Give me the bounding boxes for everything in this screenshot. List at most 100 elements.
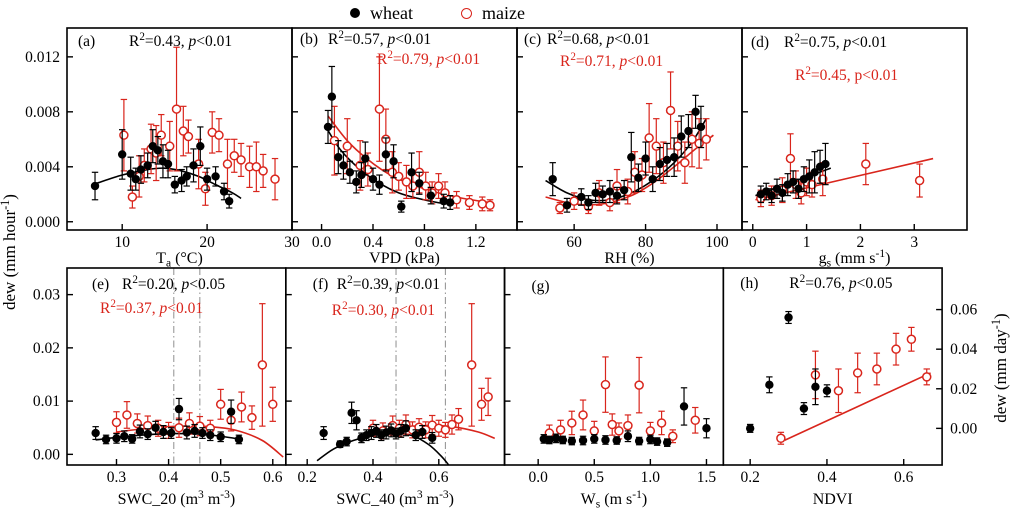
maize-point	[645, 426, 656, 436]
x-tick-label: 1.0	[641, 469, 661, 486]
wheat-point	[623, 432, 633, 441]
x-tick-label: 3	[910, 234, 918, 251]
maize-point	[891, 344, 901, 354]
wheat-point	[120, 432, 129, 441]
maize-point	[247, 412, 257, 423]
wheat-point	[112, 434, 121, 443]
series-wheat	[90, 126, 234, 209]
x-tick-label: 0.0	[312, 234, 332, 251]
fit-line-red	[784, 372, 931, 441]
maize-point	[852, 368, 863, 378]
maize-point	[914, 175, 925, 186]
wheat-point	[226, 407, 236, 416]
maize-point	[614, 426, 624, 436]
wheat-point	[669, 152, 679, 162]
maize-point	[701, 134, 712, 145]
series-wheat	[539, 387, 711, 447]
wheat-point	[101, 435, 111, 444]
wheat-point	[196, 141, 205, 151]
wheat-point	[202, 174, 212, 184]
maize-point	[807, 179, 817, 190]
y-tick-label: 0.00	[33, 446, 60, 463]
wheat-point	[319, 428, 328, 438]
right-y-tick-label: 0.04	[950, 341, 977, 358]
x-tick-label: 0.6	[894, 469, 914, 486]
wheat-point	[375, 180, 384, 189]
wheat-point	[591, 188, 600, 198]
maize-point	[634, 380, 644, 390]
wheat-point	[426, 191, 436, 200]
left-axis-label: dew (mm hour-1)	[0, 194, 19, 310]
panel-g: 0.0 0.5 1.0 1.5 Ws (m s-1) (g)	[503, 267, 725, 511]
maize-point	[183, 131, 194, 142]
series-maize	[111, 303, 278, 439]
wheat-point	[684, 126, 693, 136]
maize-point	[447, 419, 457, 430]
annotation-black: R2=0.75, p<0.01	[784, 32, 887, 51]
wheat-point	[810, 168, 819, 177]
wheat-point	[126, 169, 135, 178]
series-wheat	[91, 397, 244, 445]
wheat-point	[368, 174, 378, 184]
wheat-point	[407, 168, 416, 177]
annotation-black: (f)	[313, 276, 329, 293]
x-tick-label: 10	[114, 234, 130, 251]
maize-point	[569, 196, 579, 206]
wheat-point	[334, 152, 343, 162]
wheat-point	[605, 187, 615, 196]
y-tick-label: 0.03	[33, 287, 60, 304]
panel-border	[722, 267, 943, 466]
wheat-point	[352, 177, 361, 187]
wheat-point	[612, 436, 621, 445]
maize-point	[122, 410, 132, 420]
y-tick-label: 0.008	[25, 104, 60, 121]
x-tick-label: 80	[638, 234, 654, 251]
wheat-point	[794, 184, 803, 193]
wheat-point	[389, 157, 398, 166]
wheat-point	[117, 150, 127, 159]
maize-point	[119, 130, 129, 140]
x-axis-title: Ws (m s-1)	[581, 489, 648, 511]
x-tick-label: 0.2	[740, 469, 759, 486]
maize-point	[374, 104, 385, 114]
x-axis-title: SWC_40 (m3 m-3)	[336, 489, 454, 508]
x-tick-label: 0.2	[297, 469, 316, 486]
maize-marker-icon	[460, 7, 472, 19]
wheat-point	[153, 146, 163, 155]
x-tick-label: 0.5	[585, 469, 605, 486]
wheat-point	[211, 172, 220, 181]
wheat-point	[131, 174, 140, 184]
panel-a: 10 20 30 Ta (°C) 0.000 0.004 0.008 0.012 (a) R2=0…	[25, 27, 300, 270]
wheat-point	[345, 168, 355, 177]
annotation-red: R2=0.30, p<0.01	[332, 300, 435, 319]
wheat-point	[151, 423, 160, 432]
maize-point	[555, 425, 566, 435]
wheat-point	[170, 180, 180, 189]
wheat-point	[91, 428, 100, 438]
wheat-point	[163, 159, 173, 169]
maize-point	[214, 130, 224, 140]
maize-point	[785, 153, 796, 164]
wheat-point	[182, 172, 191, 181]
wheat-point	[439, 196, 448, 206]
wheat-point	[662, 438, 672, 447]
maize-point	[555, 203, 565, 213]
wheat-point	[381, 150, 391, 159]
wheat-point	[401, 424, 411, 433]
maize-point	[644, 133, 654, 143]
x-axis-title: SWC_20 (m3 m-3)	[118, 489, 236, 508]
maize-point	[466, 360, 477, 370]
series-maize	[544, 356, 700, 444]
maize-point	[872, 364, 882, 374]
maize-point	[236, 402, 247, 412]
annotation-black: (b)	[300, 31, 318, 48]
annotation-black: R2=0.39, p<0.01	[337, 274, 440, 293]
wheat-point	[327, 92, 337, 101]
maize-point	[656, 418, 667, 428]
wheat-point	[397, 202, 406, 211]
maize-point	[440, 425, 451, 435]
x-tick-label: 1	[803, 234, 811, 251]
y-tick-label: 0.004	[25, 159, 60, 176]
wheat-point	[562, 201, 572, 210]
